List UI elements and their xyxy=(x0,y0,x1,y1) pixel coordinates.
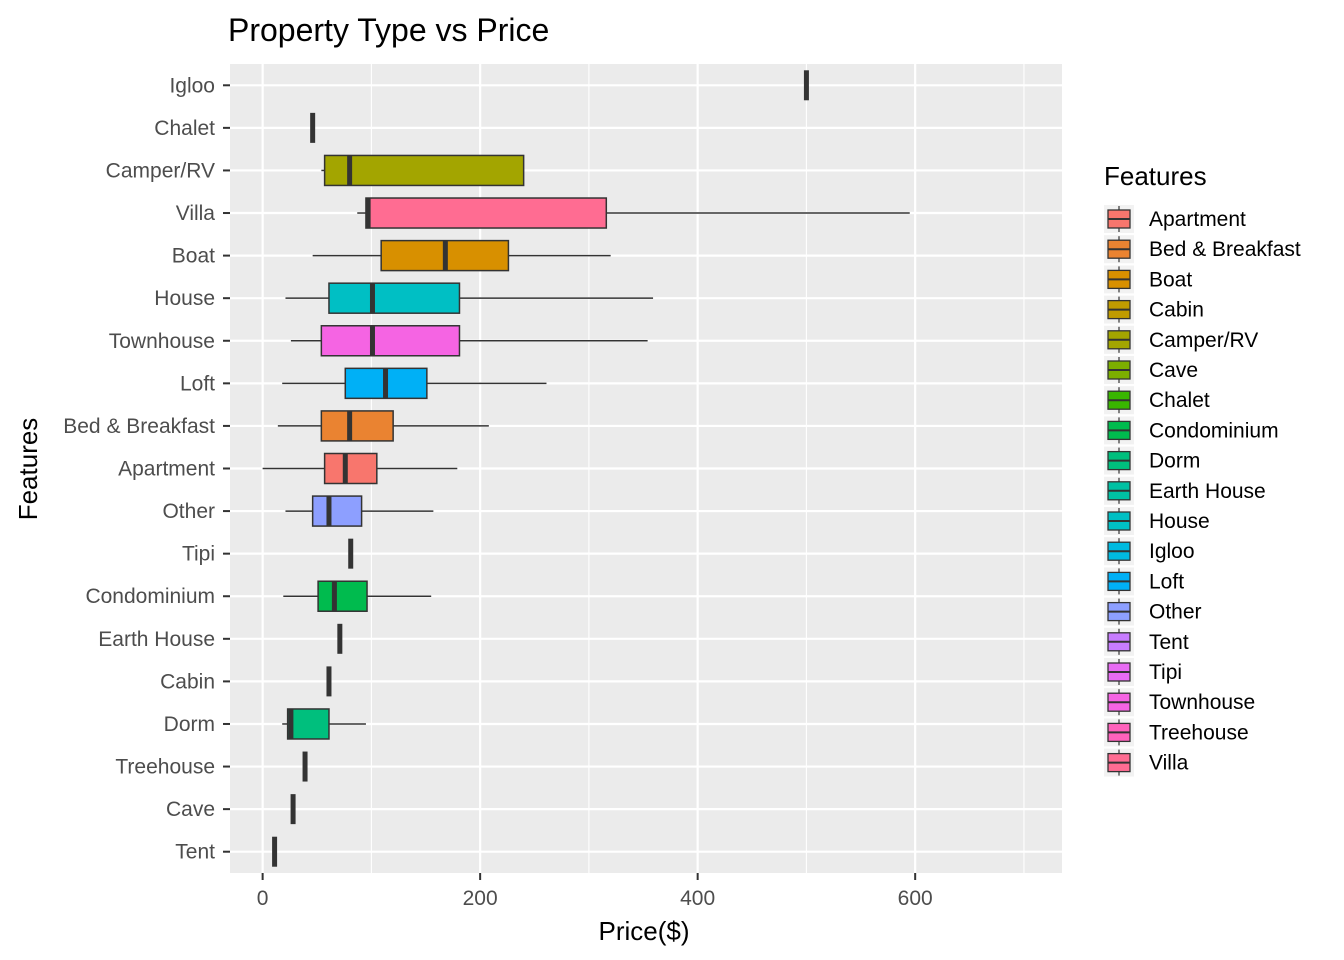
boxes-layer xyxy=(262,70,910,867)
box-iqr xyxy=(320,325,461,357)
legend-label: Villa xyxy=(1149,752,1189,775)
legend-label: Camper/RV xyxy=(1149,329,1258,352)
legend-item: Cabin xyxy=(1104,295,1204,324)
legend-item: Loft xyxy=(1104,567,1184,596)
y-tick-label: Cabin xyxy=(160,670,215,693)
legend-label: Chalet xyxy=(1149,389,1210,412)
y-tick-label: Earth House xyxy=(98,628,215,651)
legend-label: Tipi xyxy=(1149,661,1182,684)
x-tick-label: 200 xyxy=(463,887,498,910)
box-iqr xyxy=(323,452,378,485)
box-iqr xyxy=(317,580,368,612)
legend-label: Boat xyxy=(1149,268,1192,291)
legend-label: Igloo xyxy=(1149,540,1195,563)
x-axis-title: Price($) xyxy=(598,916,689,946)
legend-label: Treehouse xyxy=(1149,721,1249,744)
box-dorm xyxy=(282,708,366,740)
x-tick-label: 400 xyxy=(680,887,715,910)
legend-title: Features xyxy=(1104,161,1207,191)
box-iqr xyxy=(286,708,330,740)
legend-item: Treehouse xyxy=(1104,718,1249,747)
legend-item: Boat xyxy=(1104,265,1192,294)
x-tick-label: 600 xyxy=(898,887,933,910)
legend-item: Chalet xyxy=(1104,386,1210,415)
y-tick-label: Chalet xyxy=(154,117,215,140)
legend-label: Earth House xyxy=(1149,480,1266,503)
legend-label: House xyxy=(1149,510,1210,533)
box-apartment xyxy=(262,452,458,485)
chart-title: Property Type vs Price xyxy=(228,12,549,48)
x-axis: 0 200 400 600 xyxy=(257,873,933,910)
box-bed-breakfast xyxy=(277,410,489,442)
y-tick-label: Bed & Breakfast xyxy=(63,415,215,438)
legend-label: Cave xyxy=(1149,359,1198,382)
box-villa xyxy=(357,197,910,229)
legend-label: Condominium xyxy=(1149,419,1279,442)
legend-label: Apartment xyxy=(1149,208,1246,231)
legend-label: Bed & Breakfast xyxy=(1149,238,1301,261)
box-condominium xyxy=(283,580,432,612)
y-tick-label: House xyxy=(154,287,215,310)
box-camper-rv xyxy=(321,154,525,187)
legend-item: Condominium xyxy=(1104,416,1279,445)
y-tick-label: Condominium xyxy=(85,585,215,608)
box-iqr xyxy=(323,154,525,187)
y-tick-label: Dorm xyxy=(164,713,215,736)
box-house xyxy=(285,282,654,314)
legend-item: Villa xyxy=(1104,748,1189,777)
y-tick-label: Apartment xyxy=(118,458,215,481)
legend-label: Cabin xyxy=(1149,299,1204,322)
legend-item: Camper/RV xyxy=(1104,325,1258,354)
legend-item: Apartment xyxy=(1104,205,1246,233)
legend-item: Townhouse xyxy=(1104,688,1255,717)
y-axis: Igloo Chalet Camper/RV Villa Boat House Townho… xyxy=(63,74,230,864)
y-tick-label: Igloo xyxy=(169,74,215,97)
legend-label: Tent xyxy=(1149,631,1189,654)
y-tick-label: Villa xyxy=(176,202,216,225)
box-iqr xyxy=(328,282,461,314)
box-iqr xyxy=(320,410,394,442)
y-tick-label: Tipi xyxy=(182,543,215,566)
y-tick-label: Cave xyxy=(166,798,215,821)
box-other xyxy=(285,495,434,527)
y-tick-label: Other xyxy=(162,500,215,523)
box-iqr xyxy=(311,495,363,527)
legend: Features Apartment Bed & Breakfast Boat Cab… xyxy=(1104,161,1301,777)
box-loft xyxy=(282,367,547,400)
y-tick-label: Townhouse xyxy=(109,330,215,353)
x-tick-label: 0 xyxy=(257,887,269,910)
legend-item: Igloo xyxy=(1104,537,1195,566)
box-townhouse xyxy=(290,325,648,357)
legend-item: Dorm xyxy=(1104,446,1200,475)
legend-item: Tent xyxy=(1104,627,1189,656)
legend-label: Dorm xyxy=(1149,450,1200,473)
legend-label: Other xyxy=(1149,601,1202,624)
y-tick-label: Tent xyxy=(175,841,215,864)
y-tick-label: Treehouse xyxy=(115,756,215,779)
legend-item: Tipi xyxy=(1104,658,1182,686)
y-tick-label: Boat xyxy=(172,245,215,268)
legend-item: Cave xyxy=(1104,356,1198,384)
legend-item: Earth House xyxy=(1104,476,1266,505)
legend-label: Townhouse xyxy=(1149,691,1255,714)
legend-label: Loft xyxy=(1149,570,1184,593)
box-boat xyxy=(312,239,611,272)
legend-item: Other xyxy=(1104,597,1202,626)
y-axis-title: Features xyxy=(13,418,43,521)
box-iqr xyxy=(365,197,608,229)
legend-item: Bed & Breakfast xyxy=(1104,235,1301,264)
y-tick-label: Loft xyxy=(180,372,215,395)
y-tick-label: Camper/RV xyxy=(106,159,215,182)
legend-item: House xyxy=(1104,507,1210,535)
